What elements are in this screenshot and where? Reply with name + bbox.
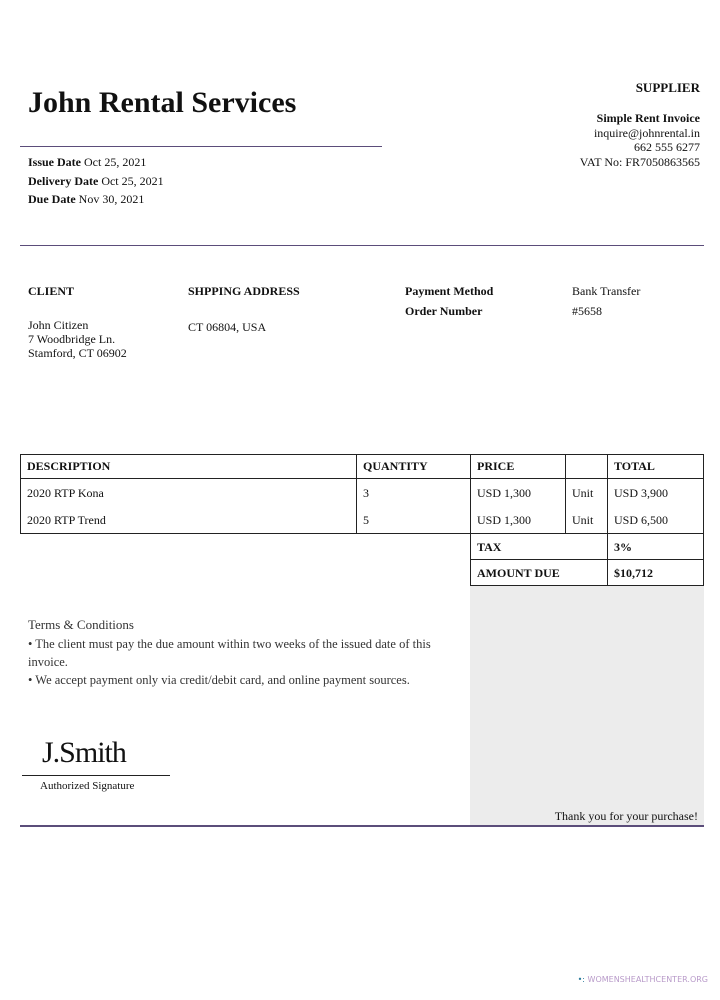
signature-line	[22, 775, 170, 776]
shipping-heading: SHPPING ADDRESS	[188, 284, 300, 298]
supplier-vat: VAT No: FR7050863565	[579, 154, 700, 169]
payment-method-label: Payment Method	[405, 284, 494, 298]
client-heading: CLIENT	[28, 284, 75, 298]
supplier-heading: SUPPLIER	[635, 80, 700, 95]
due-date: Due Date Nov 30, 2021	[28, 192, 145, 206]
terms-list: • The client must pay the due amount wit…	[28, 635, 463, 689]
summary-panel	[470, 586, 704, 825]
supplier-phone: 662 555 6277	[634, 140, 700, 154]
watermark-logo: •: WOMENSHEALTHCENTER.ORG	[577, 975, 708, 984]
header-quantity: QUANTITY	[363, 459, 428, 473]
delivery-date: Delivery Date Oct 25, 2021	[28, 173, 164, 188]
header-price: PRICE	[477, 459, 515, 473]
company-name: John Rental Services	[28, 86, 297, 119]
amount-due: $10,712	[614, 566, 653, 580]
dates: Issue Date Oct 25, 2021 Delivery Date Oc…	[28, 153, 164, 209]
terms-heading: Terms & Conditions	[28, 617, 134, 632]
divider	[20, 146, 382, 147]
signature: J.Smith	[42, 736, 127, 769]
supplier-name: Simple Rent Invoice	[596, 111, 700, 125]
signature-label: Authorized Signature	[40, 780, 135, 792]
header-description: DESCRIPTION	[27, 459, 111, 473]
footer-divider	[20, 825, 704, 827]
supplier-info: Simple Rent Invoice inquire@johnrental.i…	[580, 111, 700, 169]
header-total: TOTAL	[614, 459, 655, 473]
thank-you: Thank you for your purchase!	[554, 809, 698, 823]
issue-date: Issue Date Oct 25, 2021	[28, 155, 147, 169]
order-number: #5658	[572, 304, 602, 318]
terms-item: • The client must pay the due amount wit…	[28, 637, 431, 669]
supplier-email: inquire@johnrental.in	[593, 125, 700, 140]
client-address: John Citizen 7 Woodbridge Ln. Stamford, CT…	[28, 318, 127, 360]
amount-due-label: AMOUNT DUE	[477, 566, 560, 580]
order-number-label: Order Number	[405, 304, 483, 318]
tax-label: TAX	[477, 540, 502, 554]
shipping-address: CT 06804, USA	[188, 320, 267, 334]
tax-value: 3%	[614, 540, 632, 554]
terms-item: • We accept payment only via credit/debi…	[28, 673, 410, 687]
payment-method: Bank Transfer	[572, 284, 641, 298]
divider	[20, 245, 704, 246]
